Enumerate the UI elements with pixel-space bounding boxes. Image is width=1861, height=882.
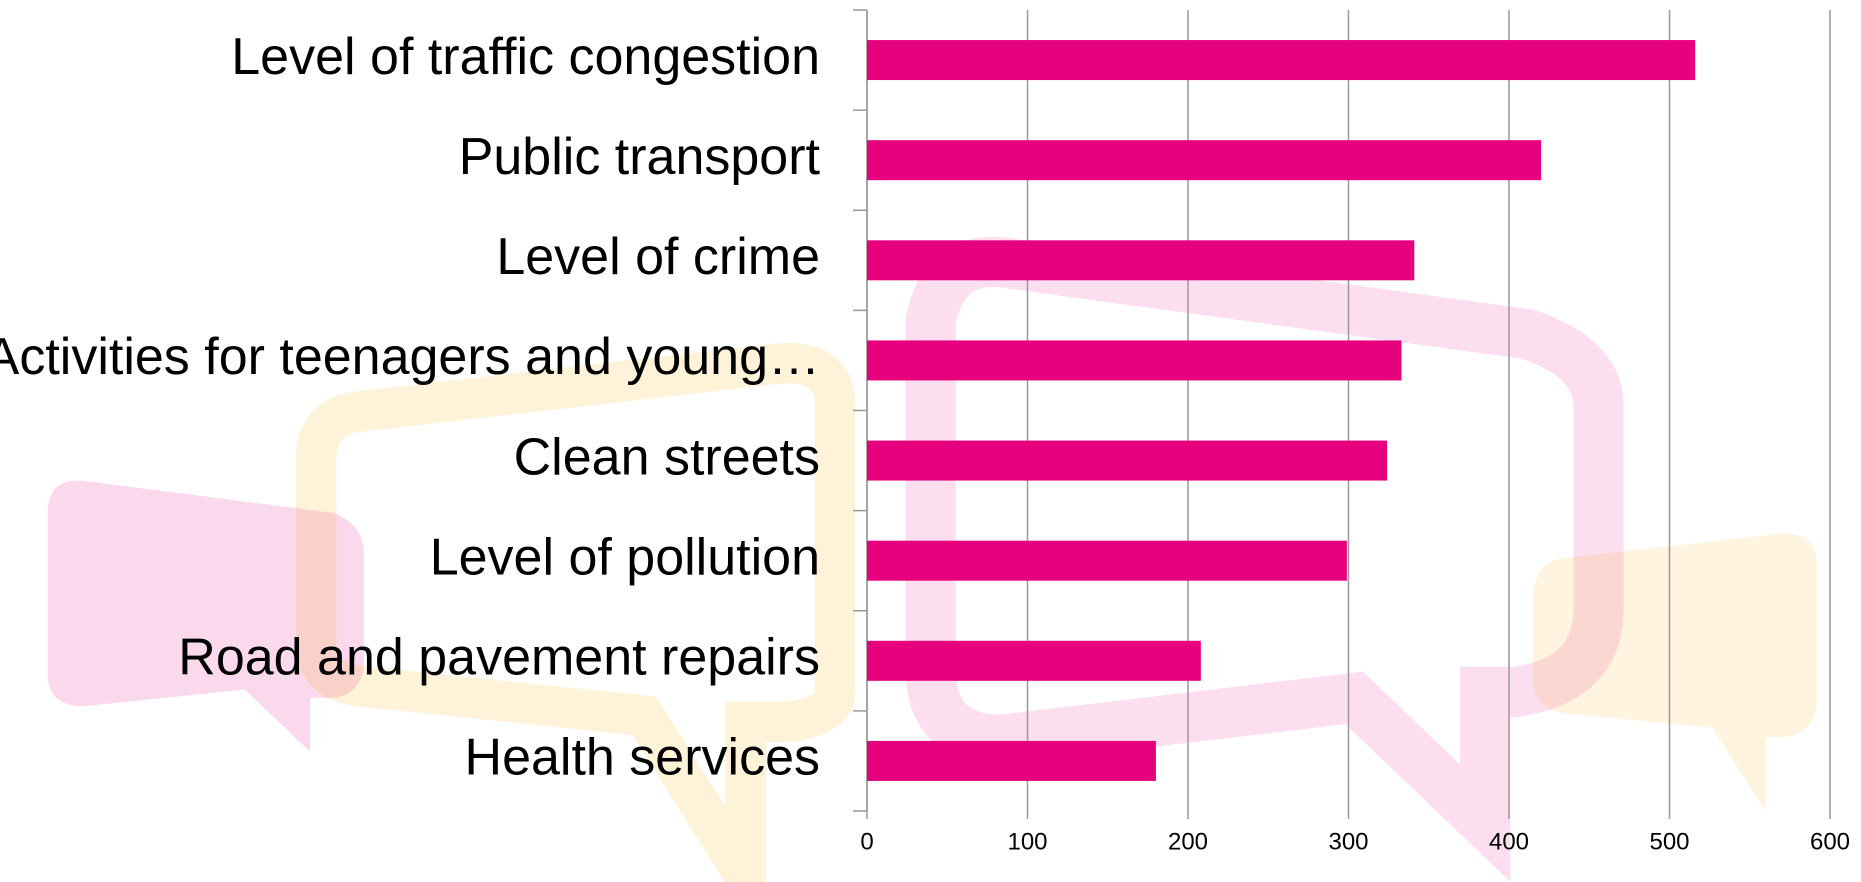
bar	[867, 440, 1388, 481]
bar	[867, 240, 1415, 281]
y-tick-label: Level of crime	[496, 228, 820, 286]
bar	[867, 40, 1696, 81]
y-tick-label: Level of pollution	[430, 528, 820, 586]
bar	[867, 340, 1402, 381]
x-tick-label: 500	[1649, 828, 1689, 855]
x-tick-label: 300	[1328, 828, 1368, 855]
x-tick-label: 400	[1489, 828, 1529, 855]
x-tick-label: 200	[1168, 828, 1208, 855]
x-tick-label: 100	[1007, 828, 1047, 855]
y-tick-label: Road and pavement repairs	[178, 629, 820, 687]
y-tick-label: Activities for teenagers and young…	[0, 328, 820, 386]
bar	[867, 640, 1201, 681]
y-tick-label: Level of traffic congestion	[231, 28, 820, 86]
y-tick-label: Health services	[465, 729, 820, 787]
background-bubbles	[47, 236, 1817, 882]
bar	[867, 740, 1156, 781]
bar	[867, 140, 1542, 181]
x-tick-label: 0	[860, 828, 873, 855]
y-tick-label: Clean streets	[514, 428, 820, 486]
y-tick-label: Public transport	[459, 128, 821, 186]
bar	[867, 540, 1347, 581]
x-tick-label: 600	[1810, 828, 1850, 855]
